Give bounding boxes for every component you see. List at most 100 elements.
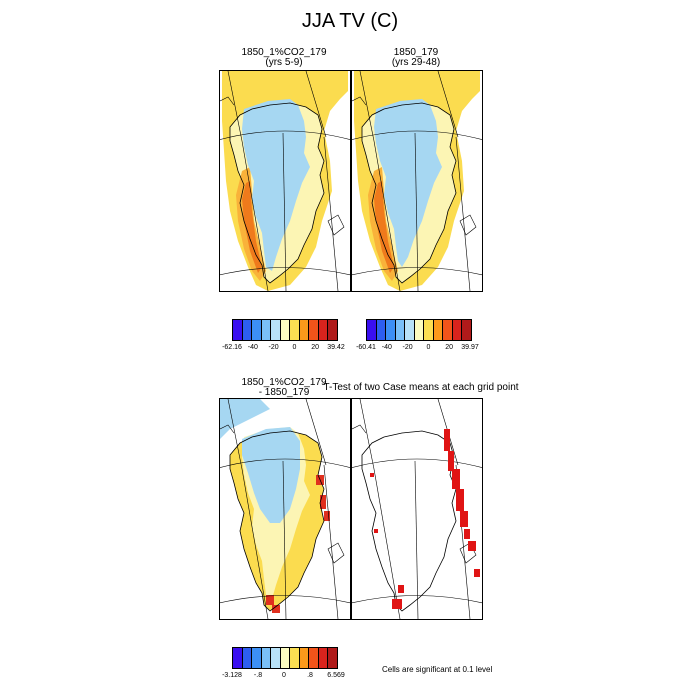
greenland-map-difference [220, 399, 350, 619]
significant-cell [468, 541, 476, 551]
colorbar-2 [366, 319, 472, 341]
colorbar-swatch [271, 648, 281, 668]
figure-title: JJA TV (C) [301, 10, 399, 32]
colorbar-swatch [271, 320, 281, 340]
ice-sheet-cold-core [242, 99, 310, 271]
map-graticule [220, 399, 350, 619]
greenland-map-1 [220, 71, 350, 291]
colorbar-swatch [367, 320, 377, 340]
colorbar-swatch [452, 320, 463, 340]
colorbar-tick-label: 0 [426, 344, 431, 351]
colorbar-swatch [233, 648, 243, 668]
longitude-line [241, 140, 269, 291]
colorbar-swatch [280, 320, 291, 340]
colorbar-tick-label: 39.97 [461, 344, 479, 351]
longitude-line [414, 460, 419, 619]
latitude-line [220, 458, 350, 468]
colorbar-swatch [299, 320, 310, 340]
longitude-line [359, 71, 375, 142]
colorbar-swatch [280, 648, 291, 668]
colorbar-tick-label: 6.569 [327, 672, 345, 679]
panel4-title: T-Test of two Case means at each grid po… [323, 382, 519, 393]
longitude-line [373, 140, 401, 291]
map-panel-2 [351, 70, 483, 292]
colorbar-swatch [328, 320, 338, 340]
latitude-line [352, 130, 482, 140]
significant-cell [456, 489, 464, 511]
map-graticule [352, 71, 482, 291]
colorbar-swatch [443, 320, 453, 340]
colorbar-swatch [290, 648, 300, 668]
longitude-line [414, 132, 419, 291]
longitude-line [282, 132, 287, 291]
colorbar-tick-label: -60.41 [356, 344, 376, 351]
colorbar-tick-label: -20 [402, 344, 413, 351]
greenland-map-ttest [352, 399, 482, 619]
longitude-line [455, 136, 471, 291]
latitude-line [352, 267, 482, 276]
significant-cell [448, 451, 454, 471]
colorbar-tick-label: -40 [247, 344, 258, 351]
longitude-line [323, 464, 339, 619]
panel1-title-line2: (yrs 5-9) [265, 57, 303, 68]
significant-cell [464, 529, 470, 539]
longitude-line [437, 71, 459, 138]
latitude-line [220, 267, 350, 276]
island-coastline [459, 542, 477, 564]
coastline-fragment [220, 96, 235, 106]
coastline-fragment [352, 424, 367, 434]
colorbar-swatch [242, 320, 253, 340]
longitude-line [227, 399, 243, 470]
colorbar-swatch [290, 320, 300, 340]
colorbar-swatch [299, 648, 310, 668]
latitude-line [220, 130, 350, 140]
map-panel-4 [351, 398, 483, 620]
colorbar-tick-label: -.8 [253, 672, 263, 679]
ice-sheet-cold-core [374, 99, 442, 267]
colorbar-tick-label: -62.16 [222, 344, 242, 351]
longitude-line [282, 460, 287, 619]
coastal-hot-band [374, 181, 394, 273]
significant-cell [398, 585, 404, 593]
greenland-coastline [229, 102, 325, 284]
colorbar-swatch [309, 320, 319, 340]
greenland-coastline [229, 430, 325, 612]
ice-sheet-cold-core [242, 427, 300, 523]
colorbar-tick-label: -3.128 [222, 672, 242, 679]
colorbar-swatch [424, 320, 434, 340]
map-panel-3 [219, 398, 351, 620]
colorbar-swatch [395, 320, 406, 340]
panel2-title-line2: (yrs 29-48) [391, 57, 441, 68]
colorbar-swatch [405, 320, 415, 340]
significant-cell [392, 599, 402, 609]
coastline-fragment [220, 424, 235, 434]
longitude-line [241, 468, 269, 619]
warming-hotspot-cell [320, 495, 326, 509]
panel3-title: 1850_1%CO2_179 - 1850_179 [219, 378, 349, 398]
colorbar-tick-label: -20 [268, 344, 279, 351]
cold-field-offshore [220, 399, 270, 439]
panel2-title-line1: 1850_179 [393, 47, 439, 58]
panel2-title: 1850_179 (yrs 29-48) [351, 48, 481, 68]
island-coastline [327, 214, 345, 236]
colorbar-swatch [433, 320, 444, 340]
latitude-line [352, 595, 482, 604]
colorbar-swatch [309, 648, 319, 668]
map-graticule [220, 71, 350, 291]
colorbar-swatch [242, 648, 253, 668]
warming-hotspot-cell [266, 595, 274, 605]
colorbar-tick-label: 20 [311, 344, 320, 351]
significant-cell [374, 529, 378, 533]
colorbar-tick-label: 0 [282, 672, 286, 679]
colorbar-tick-label: -40 [381, 344, 392, 351]
coastline-fragment [352, 96, 367, 106]
colorbar-3-labels: -3.128 -.8 0 .8 6.569 [222, 672, 345, 682]
longitude-line [305, 71, 327, 138]
significant-cell [474, 569, 480, 577]
colorbar-swatch [462, 320, 472, 340]
significant-cell [452, 469, 460, 489]
colorbar-swatch [414, 320, 425, 340]
colorbar-tick-label: 20 [445, 344, 454, 351]
longitude-line [323, 136, 339, 291]
colorbar-2-labels: -60.41 -40 -20 0 20 39.97 [356, 344, 479, 354]
